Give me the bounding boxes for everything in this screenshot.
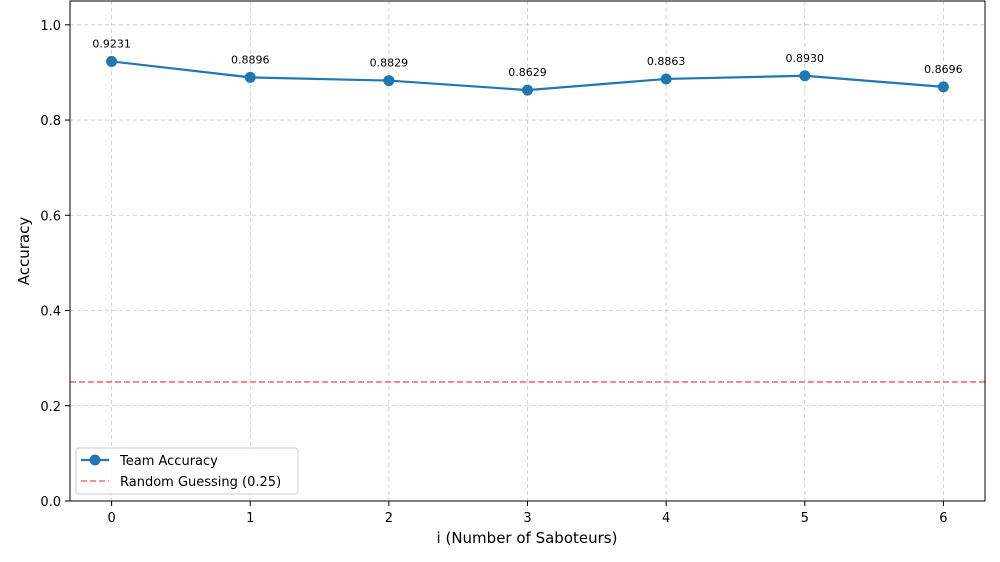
legend-box <box>75 447 299 495</box>
y-tick-label: 0.8 <box>40 114 61 129</box>
x-tick-label: 4 <box>662 511 670 526</box>
team-accuracy-point <box>799 70 811 82</box>
data-label: 0.8696 <box>924 63 963 76</box>
data-label: 0.8863 <box>647 55 686 68</box>
team-accuracy-point <box>660 73 672 85</box>
y-tick-label: 0.2 <box>40 400 61 415</box>
legend-team-accuracy-marker <box>89 454 101 466</box>
team-accuracy-point <box>937 81 949 93</box>
team-accuracy-point <box>522 84 533 96</box>
series-lines <box>106 55 949 96</box>
data-label: 0.8896 <box>231 53 270 66</box>
y-tick-label: 0.6 <box>40 209 61 224</box>
x-tick-label: 1 <box>246 511 254 526</box>
legend: Team Accuracy Random Guessing (0.25) <box>75 447 299 495</box>
x-axis-label: i (Number of Saboteurs) <box>437 529 618 547</box>
data-label: 0.8629 <box>508 66 547 79</box>
y-axis-label: Accuracy <box>15 217 33 286</box>
y-tick-label: 0.4 <box>40 305 61 320</box>
x-tick-label: 3 <box>523 511 531 526</box>
x-tick-label: 6 <box>939 511 947 526</box>
y-tick-label: 0.0 <box>40 495 61 510</box>
data-label: 0.8829 <box>370 57 409 70</box>
x-tick-label: 5 <box>801 511 809 526</box>
team-accuracy-point <box>383 75 395 87</box>
data-label: 0.8930 <box>786 52 825 65</box>
data-label: 0.9231 <box>92 37 131 50</box>
x-tick-label: 2 <box>385 511 393 526</box>
legend-random-guessing-label: Random Guessing (0.25) <box>120 475 281 490</box>
legend-team-accuracy-label: Team Accuracy <box>119 454 218 469</box>
team-accuracy-point <box>244 71 256 83</box>
x-ticks: 0 1 2 3 4 5 6 <box>107 501 948 526</box>
y-ticks: 0.0 0.2 0.4 0.6 0.8 1.0 <box>40 19 70 510</box>
data-labels: 0.9231 0.8896 0.8829 0.8629 0.8863 0.8930 0.86… <box>92 37 962 79</box>
x-tick-label: 0 <box>107 511 115 526</box>
y-tick-label: 1.0 <box>40 19 61 34</box>
team-accuracy-point <box>106 55 118 67</box>
